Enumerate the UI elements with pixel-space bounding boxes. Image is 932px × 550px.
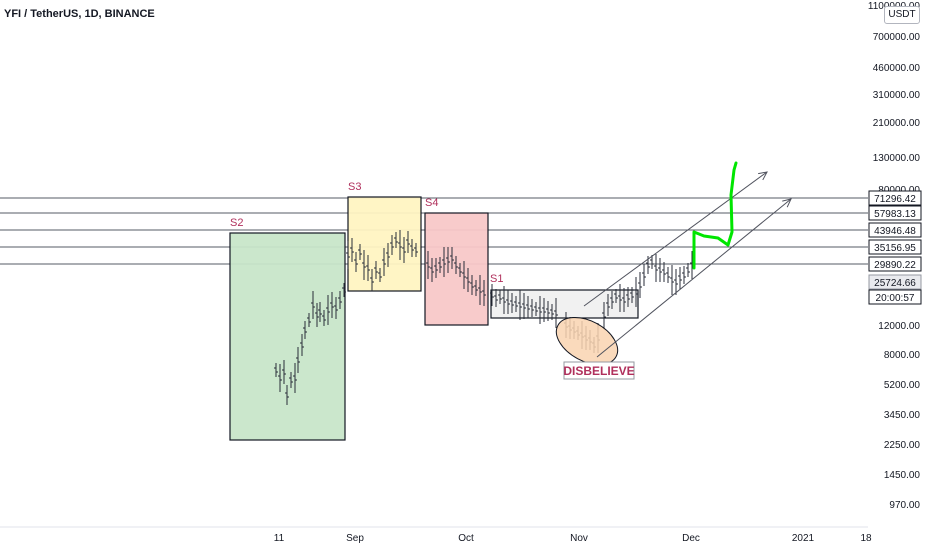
y-tick-label: 2250.00 bbox=[884, 440, 921, 451]
currency-badge[interactable]: USDT bbox=[884, 6, 920, 24]
zone-box-s3 bbox=[347, 196, 422, 292]
y-tick-label: 3450.00 bbox=[884, 410, 921, 421]
price-level-label: 35156.95 bbox=[874, 243, 916, 254]
price-level-label: 71296.42 bbox=[874, 194, 916, 205]
x-tick-label: 18 bbox=[860, 533, 872, 544]
y-tick-label: 5200.00 bbox=[884, 380, 921, 391]
disbelieve-label-box bbox=[563, 361, 635, 380]
zone-label-s2: S2 bbox=[230, 217, 243, 229]
countdown-box bbox=[868, 289, 922, 305]
zone-label-s1: S1 bbox=[490, 273, 503, 285]
y-tick-label: 130000.00 bbox=[873, 153, 921, 164]
x-tick-label: Oct bbox=[458, 533, 474, 544]
price-candles bbox=[274, 230, 694, 405]
price-level-box bbox=[868, 256, 922, 272]
y-axis: 1100000.00700000.00460000.00310000.00210… bbox=[868, 1, 922, 511]
countdown-label: 20:00:57 bbox=[876, 293, 915, 304]
lower-trend-channel-arrowhead bbox=[782, 198, 792, 208]
price-level-label: 57983.13 bbox=[874, 209, 916, 220]
x-tick-label: 11 bbox=[274, 533, 285, 544]
price-level-box bbox=[868, 239, 922, 255]
y-tick-label: 970.00 bbox=[889, 500, 920, 511]
y-tick-label: 210000.00 bbox=[873, 118, 921, 129]
lower-trend-channel bbox=[596, 198, 792, 358]
x-tick-label: 2021 bbox=[792, 533, 815, 544]
upper-trend-channel bbox=[583, 171, 768, 307]
x-tick-label: Dec bbox=[682, 533, 700, 544]
projection-path bbox=[692, 161, 738, 270]
drawings: DISBELIEVE bbox=[555, 161, 792, 380]
disbelieve-label: DISBELIEVE bbox=[563, 364, 634, 378]
x-tick-label: Sep bbox=[346, 533, 364, 544]
price-level-label: 29890.22 bbox=[874, 260, 916, 271]
y-tick-label: 1450.00 bbox=[884, 470, 921, 481]
chart-title: YFI / TetherUS, 1D, BINANCE bbox=[4, 8, 155, 20]
zone-boxes: S2 S3 S4 S1 bbox=[229, 181, 639, 441]
y-tick-label: 310000.00 bbox=[873, 90, 921, 101]
current-price-label: 25724.66 bbox=[874, 278, 916, 289]
y-tick-label: 12000.00 bbox=[878, 321, 920, 332]
price-level-box bbox=[868, 222, 922, 238]
zone-box-s2 bbox=[229, 232, 346, 441]
price-level-label: 43946.48 bbox=[874, 226, 916, 237]
upper-trend-channel-arrowhead bbox=[758, 171, 768, 181]
zone-label-s3: S3 bbox=[348, 181, 361, 193]
y-tick-label: 460000.00 bbox=[873, 63, 921, 74]
x-axis: 11 Sep Oct Nov Dec 2021 18 bbox=[0, 526, 872, 544]
price-level-box bbox=[868, 190, 922, 206]
price-level-box bbox=[868, 205, 922, 221]
x-tick-label: Nov bbox=[570, 533, 588, 544]
y-tick-label: 8000.00 bbox=[884, 350, 921, 361]
current-price-box bbox=[868, 274, 922, 290]
y-tick-label: 700000.00 bbox=[873, 32, 921, 43]
zone-label-s4: S4 bbox=[425, 197, 438, 209]
